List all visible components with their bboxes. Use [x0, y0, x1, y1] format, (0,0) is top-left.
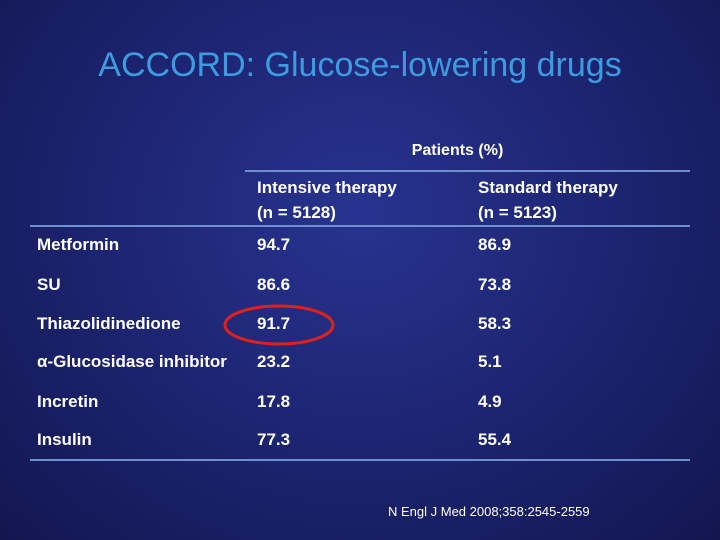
cell: 5.1 — [478, 352, 502, 371]
column-name: Intensive therapy — [257, 178, 397, 197]
row-label: Insulin — [37, 430, 92, 449]
column-n: (n = 5128) — [257, 203, 336, 222]
row-label: Incretin — [37, 392, 99, 411]
cell: 23.2 — [257, 352, 291, 371]
cell: 86.6 — [257, 275, 291, 294]
cell: 17.8 — [257, 392, 291, 411]
row-label: Thiazolidinedione — [37, 314, 181, 333]
row-label: SU — [37, 275, 61, 294]
table-row: Thiazolidinedione 91.7 58.3 — [37, 312, 687, 336]
rule — [245, 170, 690, 172]
highlight-circle — [223, 304, 335, 346]
table-row: Metformin 94.7 86.9 — [37, 233, 687, 257]
row-label: Metformin — [37, 235, 120, 254]
cell: 77.3 — [257, 430, 291, 449]
cell: 94.7 — [257, 235, 291, 254]
cell: 73.8 — [478, 275, 512, 294]
column-header: Intensive therapy (n = 5128) — [257, 175, 397, 225]
row-label: α-Glucosidase inhibitor — [37, 352, 227, 371]
cell: 58.3 — [478, 314, 512, 333]
cell: 55.4 — [478, 430, 512, 449]
group-header: Patients (%) — [411, 142, 504, 159]
table-row: α-Glucosidase inhibitor 23.2 5.1 — [37, 350, 687, 374]
slide-title: ACCORD: Glucose-lowering drugs — [98, 46, 622, 84]
cell: 4.9 — [478, 392, 502, 411]
rule — [30, 459, 690, 461]
cell: 86.9 — [478, 235, 512, 254]
column-n: (n = 5123) — [478, 203, 557, 222]
table-row: Incretin 17.8 4.9 — [37, 390, 687, 414]
column-header: Standard therapy (n = 5123) — [478, 175, 618, 225]
table-row: SU 86.6 73.8 — [37, 273, 687, 297]
footnote: N Engl J Med 2008;358:2545-2559 — [388, 504, 590, 519]
cell: 91.7 — [257, 314, 291, 333]
column-name: Standard therapy — [478, 178, 618, 197]
rule — [30, 225, 690, 227]
table-row: Insulin 77.3 55.4 — [37, 428, 687, 452]
